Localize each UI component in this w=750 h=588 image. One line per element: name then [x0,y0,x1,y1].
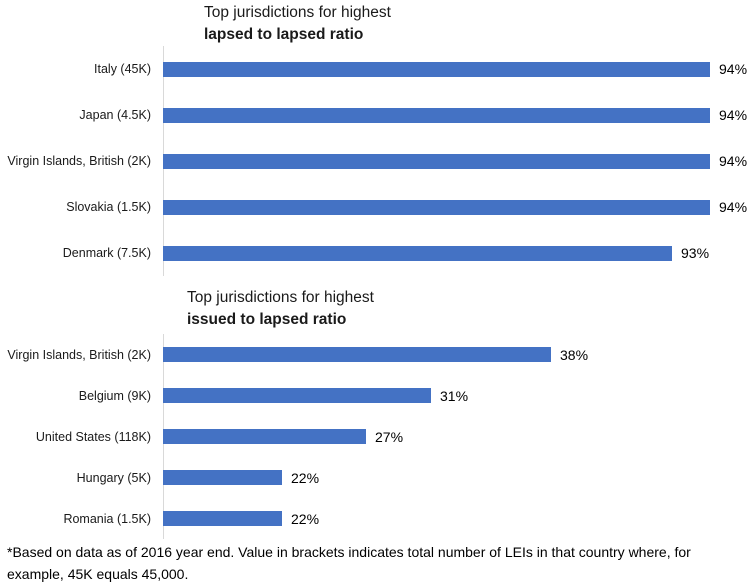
footnote: *Based on data as of 2016 year end. Valu… [7,542,747,585]
bar-row: United States (118K) 27% [0,416,750,457]
category-label: United States (118K) [35,429,151,444]
bar [163,511,282,526]
bar [163,245,672,261]
category-label: Belgium (9K) [78,388,151,403]
bar-row: Virgin Islands, British (2K) 94% [0,138,750,184]
value-label: 94% [719,153,748,169]
value-label: 94% [719,107,748,123]
chart1-title-line1: Top jurisdictions for highest [204,4,391,21]
footnote-line1: *Based on data as of 2016 year end. Valu… [7,544,691,560]
bar [163,61,710,77]
footnote-line2: example, 45K equals 45,000. [7,565,189,582]
bar-row: Hungary (5K) 22% [0,457,750,498]
value-label: 27% [375,428,404,445]
value-label: 38% [560,346,589,363]
chart2-title-line1: Top jurisdictions for highest [187,289,374,306]
bar-row: Denmark (7.5K) 93% [0,230,750,276]
category-label: Italy (45K) [94,62,151,76]
chart1-title-line2: lapsed to lapsed ratio [204,26,364,43]
chart1-title: Top jurisdictions for highest lapsed to … [204,2,391,46]
chart2-title: Top jurisdictions for highest issued to … [187,287,374,331]
bar-row: Romania (1.5K) 22% [0,498,750,539]
bar [163,429,366,444]
category-label: Romania (1.5K) [63,511,151,526]
bar [163,199,710,215]
bar-row: Belgium (9K) 31% [0,375,750,416]
bar-row: Italy (45K) 94% [0,46,750,92]
category-label: Denmark (7.5K) [62,246,151,260]
category-label: Slovakia (1.5K) [66,200,151,214]
category-label: Virgin Islands, British (2K) [7,347,151,362]
category-label: Virgin Islands, British (2K) [7,154,151,168]
value-label: 22% [291,510,320,527]
value-label: 94% [719,199,748,215]
bar [163,153,710,169]
value-label: 22% [291,469,320,486]
chart2-title-line2: issued to lapsed ratio [187,311,347,328]
value-label: 31% [440,387,469,404]
bar-row: Japan (4.5K) 94% [0,92,750,138]
bar-row: Slovakia (1.5K) 94% [0,184,750,230]
chart-issued-to-lapsed: Virgin Islands, British (2K) 38% Belgium (… [0,334,750,539]
chart-lapsed-to-lapsed: Italy (45K) 94% Japan (4.5K) 94% Virgin Isla… [0,46,750,276]
value-label: 94% [719,61,748,77]
bar [163,388,431,403]
category-label: Japan (4.5K) [79,108,151,122]
bar [163,470,282,485]
bar-row: Virgin Islands, British (2K) 38% [0,334,750,375]
bar [163,347,551,362]
category-label: Hungary (5K) [76,470,151,485]
value-label: 93% [681,245,710,261]
bar [163,107,710,123]
